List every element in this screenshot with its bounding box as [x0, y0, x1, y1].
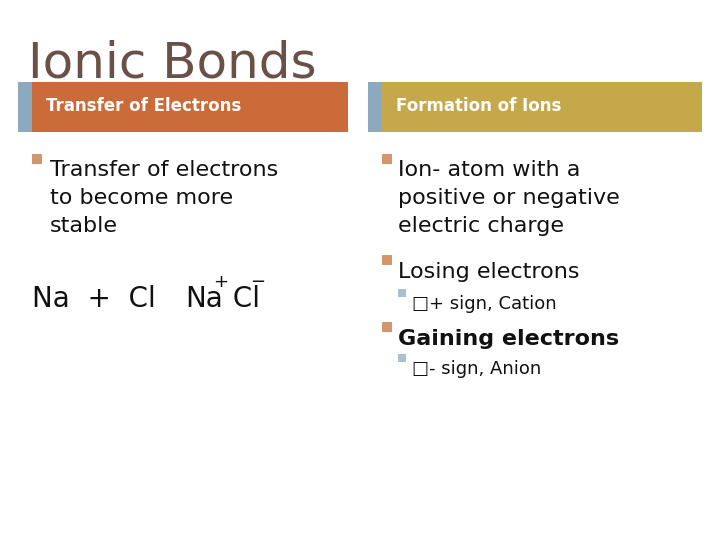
FancyBboxPatch shape	[382, 154, 392, 164]
Text: □- sign, Anion: □- sign, Anion	[412, 360, 541, 378]
FancyBboxPatch shape	[32, 82, 348, 132]
Text: Ionic Bonds: Ionic Bonds	[28, 40, 317, 88]
FancyBboxPatch shape	[32, 154, 42, 164]
Text: Losing electrons: Losing electrons	[398, 262, 580, 282]
Text: −: −	[250, 273, 265, 291]
Text: +: +	[213, 273, 228, 291]
Text: Formation of Ions: Formation of Ions	[396, 97, 562, 115]
Text: Transfer of electrons
to become more
stable: Transfer of electrons to become more sta…	[50, 160, 278, 236]
Text: Na  +  Cl: Na + Cl	[32, 285, 156, 313]
FancyBboxPatch shape	[18, 82, 32, 132]
FancyBboxPatch shape	[382, 322, 392, 332]
FancyBboxPatch shape	[398, 289, 406, 297]
Text: Transfer of Electrons: Transfer of Electrons	[46, 97, 241, 115]
Text: Gaining electrons: Gaining electrons	[398, 329, 619, 349]
FancyBboxPatch shape	[368, 82, 382, 132]
FancyBboxPatch shape	[398, 354, 406, 362]
FancyBboxPatch shape	[382, 255, 392, 265]
Text: Na: Na	[185, 285, 222, 313]
FancyBboxPatch shape	[382, 82, 702, 132]
Text: □+ sign, Cation: □+ sign, Cation	[412, 295, 557, 313]
Text: Ion- atom with a
positive or negative
electric charge: Ion- atom with a positive or negative el…	[398, 160, 620, 236]
Text: Cl: Cl	[224, 285, 260, 313]
